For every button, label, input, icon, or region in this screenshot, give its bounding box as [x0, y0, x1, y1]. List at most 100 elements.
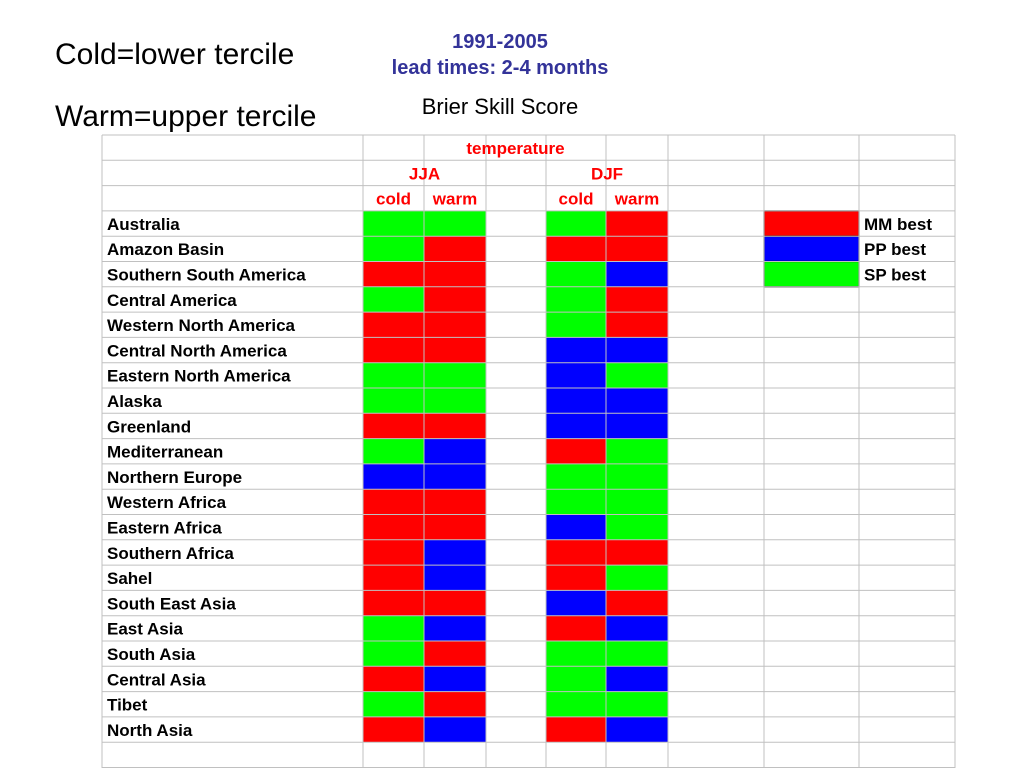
heatmap-cell	[546, 388, 606, 414]
heatmap-cell	[424, 261, 486, 287]
heatmap-cell	[606, 615, 668, 641]
heatmap-cell	[546, 337, 606, 363]
chart-title-period: 1991-2005	[452, 31, 548, 53]
heatmap-cell	[546, 489, 606, 515]
header-tercile-warm: warm	[432, 190, 477, 209]
heatmap-cell	[606, 590, 668, 616]
heatmap-cell	[606, 641, 668, 667]
heatmap-cell	[424, 565, 486, 591]
heatmap-cell	[363, 539, 424, 566]
region-label: Central America	[107, 291, 237, 310]
heatmap-cell	[424, 337, 486, 363]
region-label: Western Africa	[107, 493, 227, 512]
heatmap-cell	[424, 286, 486, 313]
region-label: Australia	[107, 215, 180, 234]
heatmap-cell	[546, 312, 606, 338]
heatmap-cell	[424, 413, 486, 439]
region-label: Central North America	[107, 341, 287, 360]
region-label: South Asia	[107, 645, 196, 664]
heatmap-cell	[606, 261, 668, 287]
heatmap-cell	[424, 210, 486, 237]
heatmap-cell	[363, 362, 424, 388]
heatmap-cell	[546, 514, 606, 540]
heatmap-cell	[606, 286, 668, 313]
region-label: East Asia	[107, 620, 183, 639]
heatmap-cell	[606, 438, 668, 464]
heatmap-cell	[606, 691, 668, 717]
heatmap-cell	[546, 413, 606, 439]
heatmap-cell	[363, 716, 424, 743]
heatmap-cell	[424, 666, 486, 692]
heatmap-cell	[363, 438, 424, 464]
heatmap-cell	[546, 666, 606, 692]
heatmap-cell	[606, 210, 668, 237]
heatmap-cell	[546, 463, 606, 490]
heatmap-cell	[546, 286, 606, 313]
region-label: Tibet	[107, 696, 148, 715]
region-label: Eastern North America	[107, 367, 291, 386]
heatmap-cell	[363, 666, 424, 692]
header-season-jja: JJA	[409, 164, 440, 183]
legend-label-mm: MM best	[864, 215, 932, 234]
region-label: North Asia	[107, 721, 193, 740]
heatmap-cell	[606, 539, 668, 566]
heatmap-cell	[424, 716, 486, 743]
region-label: Central Asia	[107, 670, 206, 689]
heatmap-cell	[606, 236, 668, 262]
heatmap-cell	[606, 666, 668, 692]
region-label: Southern South America	[107, 266, 306, 285]
chart-subtitle: Brier Skill Score	[421, 94, 579, 119]
heatmap-cell	[546, 210, 606, 237]
header-tercile-cold: cold	[376, 190, 411, 209]
heatmap-cell	[363, 312, 424, 338]
heatmap-cell	[546, 438, 606, 464]
heatmap-cell	[546, 236, 606, 262]
heatmap-cell	[424, 362, 486, 388]
heatmap-cell	[424, 489, 486, 515]
heatmap-cell	[363, 210, 424, 237]
legend-swatch-pp	[763, 235, 860, 263]
heatmap-cell	[546, 362, 606, 388]
region-label: Northern Europe	[107, 468, 242, 487]
heatmap-cell	[546, 615, 606, 641]
legend-label-pp: PP best	[864, 240, 926, 259]
heatmap-cell	[424, 236, 486, 262]
heatmap-cell	[424, 615, 486, 641]
heatmap-cell	[424, 514, 486, 540]
heatmap-cell	[363, 615, 424, 641]
region-label: Alaska	[107, 392, 162, 411]
heatmap-cell	[424, 438, 486, 464]
heatmap-cell	[363, 590, 424, 616]
heatmap-cell	[606, 565, 668, 591]
heatmap-cell	[424, 641, 486, 667]
heatmap-cell	[363, 413, 424, 439]
heatmap-cell	[606, 463, 668, 490]
heatmap-cell	[606, 337, 668, 363]
region-label: Amazon Basin	[107, 240, 224, 259]
heatmap-cell	[363, 565, 424, 591]
heatmap-cell	[606, 716, 668, 743]
heatmap-cell	[363, 463, 424, 490]
heatmap-cell	[546, 539, 606, 566]
heatmap-cell	[363, 489, 424, 515]
heatmap-cell	[363, 337, 424, 363]
region-label: Mediterranean	[107, 443, 223, 462]
heatmap-cell	[424, 691, 486, 717]
heatmap-cell	[363, 691, 424, 717]
warm-definition-label: Warm=upper tercile	[55, 100, 317, 133]
heatmap-cell	[606, 312, 668, 338]
legend-swatch-sp	[763, 260, 860, 288]
heatmap-cell	[546, 261, 606, 287]
heatmap-cell	[546, 590, 606, 616]
legend-swatch-mm	[763, 210, 860, 237]
heatmap-cell	[424, 539, 486, 566]
heatmap-cell	[363, 641, 424, 667]
chart-title-lead-times: lead times: 2-4 months	[391, 57, 609, 79]
heatmap-cell	[424, 388, 486, 414]
legend-label-sp: SP best	[864, 266, 926, 285]
heatmap-cell	[546, 716, 606, 743]
region-label: Greenland	[107, 417, 191, 436]
header-tercile-cold: cold	[559, 190, 594, 209]
heatmap-cell	[546, 565, 606, 591]
heatmap-cell	[606, 362, 668, 388]
